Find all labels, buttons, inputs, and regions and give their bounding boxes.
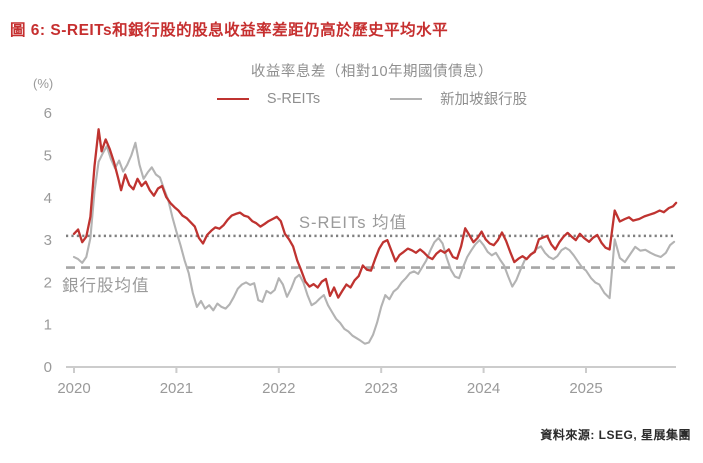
x-tick-label: 2020 <box>57 380 90 397</box>
y-axis-unit-label: (%) <box>33 76 54 91</box>
x-tick-label: 2021 <box>160 380 193 397</box>
legend-label-sreits: S-REITs <box>266 90 321 107</box>
legend-item-banks: 新加坡銀行股 <box>390 88 527 109</box>
banks-mean-label: 銀行股均值 <box>62 277 150 295</box>
x-tick-label: 2022 <box>262 380 295 397</box>
banks-line-swatch <box>390 97 423 100</box>
y-tick-label: 3 <box>44 232 52 249</box>
y-tick-label: 2 <box>44 274 52 291</box>
sreits-series-line <box>72 128 678 299</box>
banks-series-line <box>72 141 676 345</box>
legend-label-banks: 新加坡銀行股 <box>440 92 528 108</box>
sreits-mean-label: S-REITs 均值 <box>299 214 408 232</box>
x-tick-label: 2023 <box>365 380 398 397</box>
y-tick-label: 1 <box>44 317 52 334</box>
chart-legend: S-REITs 新加坡銀行股 <box>68 88 676 109</box>
y-tick-label: 0 <box>44 359 52 376</box>
sreits-line-swatch <box>216 97 249 100</box>
source-note: 資料來源: LSEG, 星展集團 <box>540 428 691 442</box>
x-tick-label: 2025 <box>569 380 602 397</box>
chart-subtitle: 收益率息差（相對10年期國債債息） <box>250 64 494 80</box>
y-tick-label: 4 <box>44 190 52 207</box>
legend-item-sreits: S-REITs <box>216 90 321 107</box>
y-tick-label: 5 <box>44 148 52 165</box>
x-tick-label: 2024 <box>467 380 500 397</box>
figure-title: 圖 6: S-REITs和銀行股的股息收益率差距仍高於歷史平均水平 <box>10 22 449 39</box>
y-tick-label: 6 <box>44 105 52 122</box>
